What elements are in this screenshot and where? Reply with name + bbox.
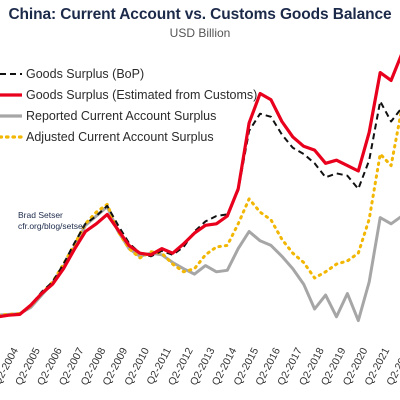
series-line-0 (0, 100, 400, 318)
x-axis: Q2-2003Q2-2004Q2-2005Q2-2006Q2-2007Q2-20… (0, 346, 400, 388)
plot-area (0, 53, 400, 323)
legend-label-3: Adjusted Current Account Surplus (26, 130, 214, 144)
legend-label-2: Reported Current Account Surplus (26, 109, 216, 123)
credit-url: cfr.org/blog/setser (18, 221, 86, 231)
series-line-1 (0, 53, 400, 319)
credit-author: Brad Setser (18, 210, 63, 220)
chart-title: China: Current Account vs. Customs Goods… (8, 6, 392, 23)
credit-note: Brad Setser cfr.org/blog/setser (18, 210, 86, 231)
chart-subtitle: USD Billion (169, 26, 231, 40)
legend: Goods Surplus (BoP) Goods Surplus (Estima… (0, 67, 257, 144)
legend-label-0: Goods Surplus (BoP) (26, 67, 144, 81)
legend-label-1: Goods Surplus (Estimated from Customs) (26, 88, 257, 102)
